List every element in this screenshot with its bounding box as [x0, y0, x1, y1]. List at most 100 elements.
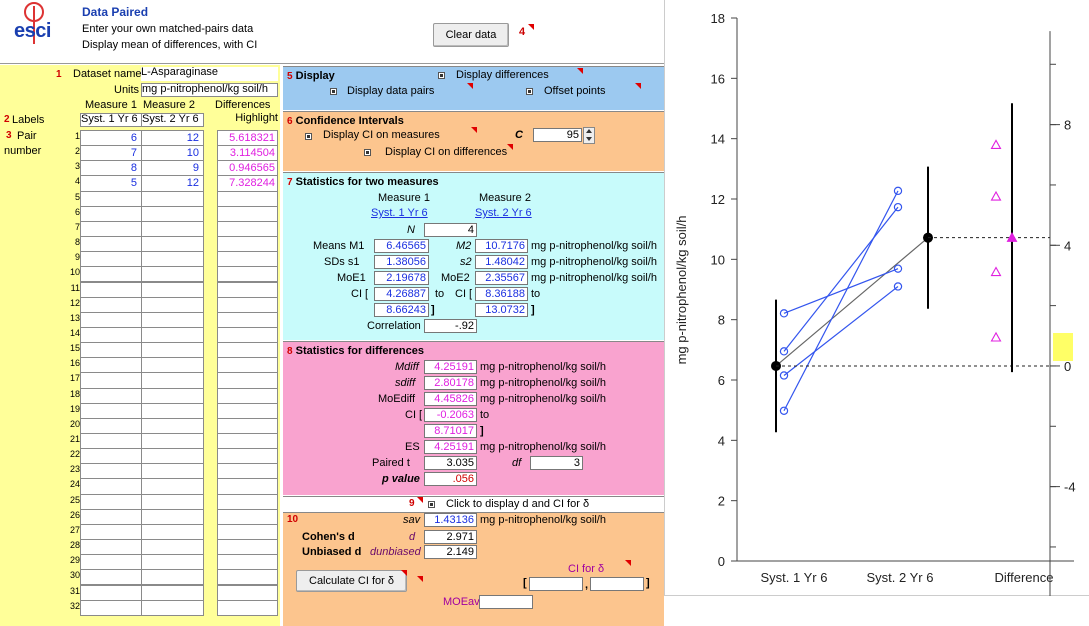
measure-2-cell[interactable] — [141, 599, 204, 616]
measure-2-cell[interactable] — [141, 311, 204, 328]
measure-1-cell[interactable] — [80, 281, 142, 298]
measure-2-cell[interactable] — [141, 523, 204, 541]
measure-2-cell[interactable] — [141, 478, 204, 495]
measure-2-cell[interactable] — [141, 372, 204, 389]
difference-cell[interactable] — [217, 251, 278, 268]
difference-cell[interactable] — [217, 387, 278, 404]
offset-points-checkbox[interactable] — [526, 88, 533, 95]
difference-cell[interactable]: 3.114504 — [217, 145, 278, 162]
ci-on-measures-checkbox[interactable] — [305, 133, 312, 140]
difference-cell[interactable] — [217, 417, 278, 434]
c-level-field[interactable]: 95 — [533, 128, 582, 142]
measure-1-cell[interactable] — [80, 584, 142, 601]
measure-2-cell[interactable] — [141, 266, 204, 283]
clear-data-button[interactable]: Clear data — [433, 23, 509, 47]
spinner-up-icon[interactable] — [586, 129, 592, 133]
measure-1-cell[interactable]: 6 — [80, 130, 142, 147]
measure-2-cell[interactable] — [141, 448, 204, 465]
difference-cell[interactable] — [217, 478, 278, 495]
measure-1-cell[interactable] — [80, 372, 142, 389]
measure-1-cell[interactable] — [80, 508, 142, 525]
difference-cell[interactable] — [217, 372, 278, 389]
measure-2-cell[interactable] — [141, 190, 204, 207]
difference-cell[interactable] — [217, 599, 278, 616]
measure-1-cell[interactable] — [80, 220, 142, 238]
spinner-down-icon[interactable] — [586, 137, 592, 141]
measure-2-cell[interactable] — [141, 569, 204, 586]
display-d-checkbox[interactable] — [428, 501, 435, 508]
measure-1-cell[interactable] — [80, 402, 142, 419]
difference-cell[interactable] — [217, 311, 278, 328]
measure-1-cell[interactable] — [80, 387, 142, 404]
c-level-spinner[interactable] — [583, 127, 595, 144]
measure-1-label-field[interactable]: Syst. 1 Yr 6 — [80, 113, 142, 127]
measure-2-cell[interactable] — [141, 402, 204, 419]
measure-2-cell[interactable] — [141, 463, 204, 480]
measure-1-cell[interactable] — [80, 523, 142, 541]
difference-cell[interactable] — [217, 569, 278, 586]
measure-1-cell[interactable] — [80, 539, 142, 556]
dataset-name-field[interactable]: L-Asparaginase — [141, 67, 278, 81]
measure-1-cell[interactable]: 5 — [80, 175, 142, 192]
display-differences-checkbox[interactable] — [438, 72, 445, 79]
measure-2-cell[interactable]: 12 — [141, 175, 204, 192]
measure-1-cell[interactable] — [80, 433, 142, 450]
measure-1-cell[interactable] — [80, 463, 142, 480]
measure-2-cell[interactable] — [141, 205, 204, 222]
measure-1-cell[interactable] — [80, 266, 142, 283]
measure-2-cell[interactable]: 9 — [141, 160, 204, 177]
measure-1-cell[interactable]: 7 — [80, 145, 142, 162]
measure-2-cell[interactable] — [141, 508, 204, 525]
measure-2-cell[interactable] — [141, 417, 204, 434]
difference-cell[interactable] — [217, 402, 278, 419]
measure-2-cell[interactable] — [141, 342, 204, 359]
difference-cell[interactable] — [217, 508, 278, 525]
difference-cell[interactable] — [217, 326, 278, 344]
difference-cell[interactable] — [217, 433, 278, 450]
difference-cell[interactable] — [217, 205, 278, 222]
measure-2-cell[interactable] — [141, 554, 204, 571]
measure-1-cell[interactable] — [80, 251, 142, 268]
difference-cell[interactable] — [217, 357, 278, 374]
difference-cell[interactable] — [217, 236, 278, 253]
measure-1-cell[interactable] — [80, 236, 142, 253]
difference-cell[interactable] — [217, 281, 278, 298]
measure-2-cell[interactable] — [141, 584, 204, 601]
difference-cell[interactable] — [217, 190, 278, 207]
measure-2-cell[interactable] — [141, 236, 204, 253]
measure-1-cell[interactable] — [80, 342, 142, 359]
measure-1-cell[interactable] — [80, 554, 142, 571]
difference-cell[interactable] — [217, 554, 278, 571]
difference-cell[interactable] — [217, 463, 278, 480]
measure-1-cell[interactable] — [80, 569, 142, 586]
measure-2-cell[interactable] — [141, 296, 204, 313]
difference-cell[interactable] — [217, 448, 278, 465]
measure-2-cell[interactable] — [141, 387, 204, 404]
measure-1-cell[interactable] — [80, 326, 142, 344]
difference-cell[interactable]: 0.946565 — [217, 160, 278, 177]
measure-1-cell[interactable] — [80, 190, 142, 207]
difference-cell[interactable] — [217, 342, 278, 359]
difference-cell[interactable] — [217, 220, 278, 238]
measure-1-cell[interactable] — [80, 493, 142, 510]
display-data-pairs-checkbox[interactable] — [330, 88, 337, 95]
measure-1-cell[interactable] — [80, 205, 142, 222]
units-field[interactable]: mg p-nitrophenol/kg soil/h — [141, 83, 278, 97]
measure-2-label-field[interactable]: Syst. 2 Yr 6 — [141, 113, 204, 127]
measure-2-cell[interactable] — [141, 281, 204, 298]
difference-cell[interactable] — [217, 493, 278, 510]
difference-cell[interactable] — [217, 539, 278, 556]
difference-cell[interactable] — [217, 584, 278, 601]
measure-1-cell[interactable] — [80, 478, 142, 495]
measure-2-cell[interactable] — [141, 357, 204, 374]
ci-on-differences-checkbox[interactable] — [364, 149, 371, 156]
measure-2-cell[interactable] — [141, 220, 204, 238]
measure-1-cell[interactable]: 8 — [80, 160, 142, 177]
measure-2-cell[interactable] — [141, 539, 204, 556]
measure-2-cell[interactable] — [141, 493, 204, 510]
measure-1-cell[interactable] — [80, 448, 142, 465]
difference-cell[interactable]: 7.328244 — [217, 175, 278, 192]
measure-2-cell[interactable] — [141, 433, 204, 450]
measure-2-cell[interactable]: 12 — [141, 130, 204, 147]
measure-2-cell[interactable] — [141, 326, 204, 344]
